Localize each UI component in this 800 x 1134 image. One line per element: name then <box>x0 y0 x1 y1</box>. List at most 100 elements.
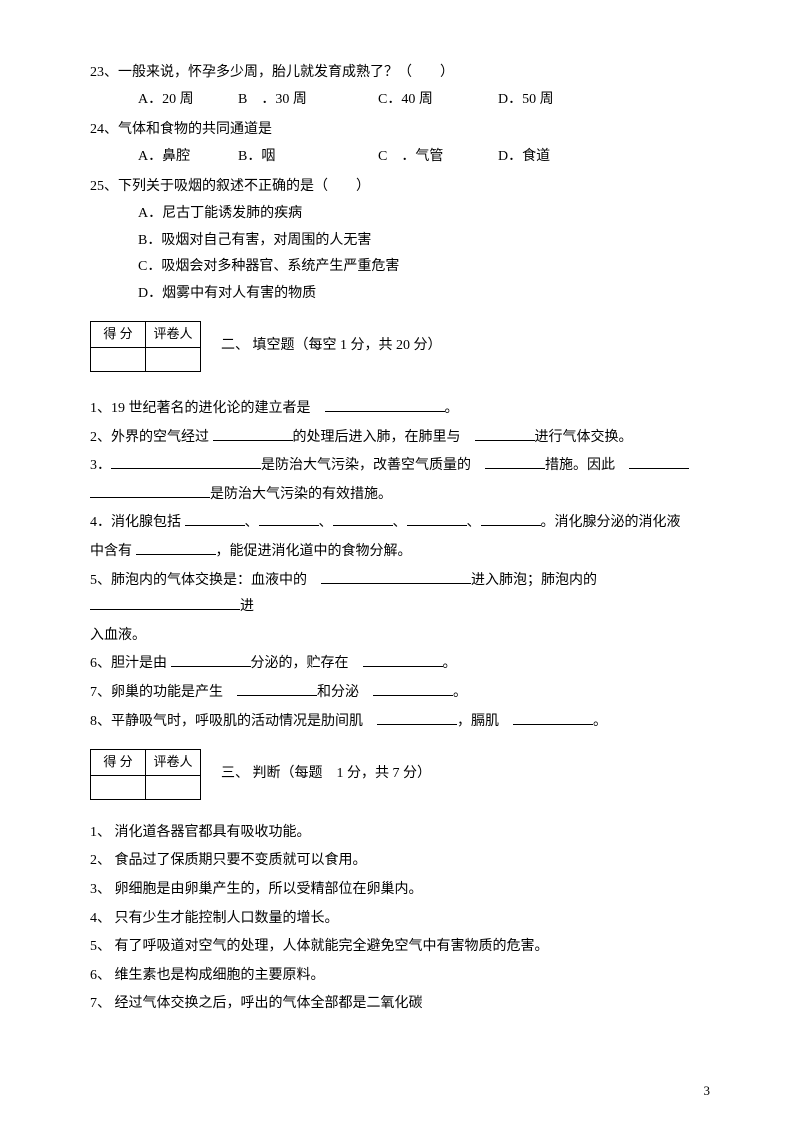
q25-text: 25、下列关于吸烟的叙述不正确的是（ ） <box>90 174 710 201</box>
q24-opt-d: D．食道 <box>498 144 550 171</box>
fill-3-cont: 是防治大气污染的有效措施。 <box>90 482 710 509</box>
f3-blank3 <box>629 468 689 469</box>
f4e: ，能促进消化道中的食物分解。 <box>216 544 412 559</box>
q25-opt-c: C．吸烟会对多种器官、系统产生严重危害 <box>90 254 710 281</box>
f7c: 。 <box>453 685 467 700</box>
f3d: 是防治大气污染的有效措施。 <box>210 487 392 502</box>
f4s2: 、 <box>319 515 333 530</box>
f1-blank <box>325 411 445 412</box>
fill-8: 8、平静吸气时，呼吸肌的活动情况是肋间肌 ，膈肌 。 <box>90 709 710 736</box>
judge-5: 5、 有了呼吸道对空气的处理，人体就能完全避免空气中有害物质的危害。 <box>90 934 710 961</box>
score-cell-2 <box>146 348 201 372</box>
fill-5: 5、肺泡内的气体交换是：血液中的 进入肺泡；肺泡内的 进 <box>90 568 710 621</box>
fill-1: 1、19 世纪著名的进化论的建立者是 。 <box>90 396 710 423</box>
question-24: 24、气体和食物的共同通道是 A．鼻腔 B．咽 C ．气管 D．食道 <box>90 117 710 170</box>
q25-opt-a: A．尼古丁能诱发肺的疾病 <box>90 201 710 228</box>
section-3-title: 三、 判断（每题 1 分，共 7 分） <box>221 761 431 788</box>
f3c: 措施。因此 <box>545 458 629 473</box>
f2b: 的处理后进入肺，在肺里与 <box>293 430 475 445</box>
f8a: 8、平静吸气时，呼吸肌的活动情况是肋间肌 <box>90 714 377 729</box>
score3-c1 <box>91 775 146 799</box>
q23-options: A．20 周 B ．30 周 C．40 周 D．50 周 <box>90 87 710 114</box>
f2-blank2 <box>475 440 535 441</box>
f2-blank1 <box>213 440 293 441</box>
judge-4: 4、 只有少生才能控制人口数量的增长。 <box>90 906 710 933</box>
f6-b1 <box>171 666 251 667</box>
q24-opt-c: C ．气管 <box>378 144 498 171</box>
judge-6: 6、 维生素也是构成细胞的主要原料。 <box>90 963 710 990</box>
f8-b1 <box>377 724 457 725</box>
fill-5-cont: 入血液。 <box>90 623 710 650</box>
q23-opt-d: D．50 周 <box>498 87 554 114</box>
score3-h2: 评卷人 <box>146 750 201 776</box>
q23-opt-b: B ．30 周 <box>238 87 378 114</box>
section-3-header: 得 分 评卷人 三、 判断（每题 1 分，共 7 分） <box>90 741 710 808</box>
f4s3: 、 <box>393 515 407 530</box>
q24-opt-a: A．鼻腔 <box>138 144 238 171</box>
f7a: 7、卵巢的功能是产生 <box>90 685 237 700</box>
f7b: 和分泌 <box>317 685 373 700</box>
f3-blank2 <box>485 468 545 469</box>
f8c: 。 <box>593 714 607 729</box>
score-cell-1 <box>91 348 146 372</box>
q24-opt-b: B．咽 <box>238 144 378 171</box>
f4-b2 <box>259 525 319 526</box>
f3-blank1 <box>111 468 261 469</box>
f5-b2 <box>90 609 240 610</box>
judge-7: 7、 经过气体交换之后，呼出的气体全部都是二氧化碳 <box>90 991 710 1018</box>
f6c: 。 <box>443 656 457 671</box>
score-table-3: 得 分 评卷人 <box>90 749 201 800</box>
fill-2: 2、外界的空气经过 的处理后进入肺，在肺里与 进行气体交换。 <box>90 425 710 452</box>
fill-3: 3． 是防治大气污染，改善空气质量的 措施。因此 <box>90 453 710 480</box>
page-number: 3 <box>704 1079 711 1104</box>
f3a: 3． <box>90 458 111 473</box>
f4a: 4．消化腺包括 <box>90 515 185 530</box>
score-header-2: 评卷人 <box>146 322 201 348</box>
f7-b1 <box>237 695 317 696</box>
question-25: 25、下列关于吸烟的叙述不正确的是（ ） A．尼古丁能诱发肺的疾病 B．吸烟对自… <box>90 174 710 307</box>
q23-opt-c: C．40 周 <box>378 87 498 114</box>
f6b: 分泌的，贮存在 <box>251 656 363 671</box>
f4s4: 、 <box>467 515 481 530</box>
f5-b1 <box>321 583 471 584</box>
f4-b4 <box>407 525 467 526</box>
q25-opt-b: B．吸烟对自己有害，对周围的人无害 <box>90 228 710 255</box>
section-2-title: 二、 填空题（每空 1 分，共 20 分） <box>221 333 442 360</box>
q24-text: 24、气体和食物的共同通道是 <box>90 117 710 144</box>
score3-h1: 得 分 <box>91 750 146 776</box>
fill-4: 4．消化腺包括 、 、 、 、 。消化腺分泌的消化液 <box>90 510 710 537</box>
f7-b2 <box>373 695 453 696</box>
f4-b1 <box>185 525 245 526</box>
question-23: 23、一般来说，怀孕多少周，胎儿就发育成熟了？（ ） A．20 周 B ．30 … <box>90 60 710 113</box>
f5c: 进 <box>240 599 254 614</box>
q23-text: 23、一般来说，怀孕多少周，胎儿就发育成熟了？（ ） <box>90 60 710 87</box>
score-table-2: 得 分 评卷人 <box>90 321 201 372</box>
judge-2: 2、 食品过了保质期只要不变质就可以食用。 <box>90 848 710 875</box>
f1-end: 。 <box>445 401 459 416</box>
q23-opt-a: A．20 周 <box>138 87 238 114</box>
f8-b2 <box>513 724 593 725</box>
f5a: 5、肺泡内的气体交换是：血液中的 <box>90 573 321 588</box>
judge-1: 1、 消化道各器官都具有吸收功能。 <box>90 820 710 847</box>
score-header-1: 得 分 <box>91 322 146 348</box>
f6a: 6、胆汁是由 <box>90 656 171 671</box>
f2c: 进行气体交换。 <box>535 430 633 445</box>
f6-b2 <box>363 666 443 667</box>
judge-3: 3、 卵细胞是由卵巢产生的，所以受精部位在卵巢内。 <box>90 877 710 904</box>
f5d: 入血液。 <box>90 628 146 643</box>
f4-b6 <box>136 554 216 555</box>
f4-b3 <box>333 525 393 526</box>
f3-blank4 <box>90 497 210 498</box>
f8b: ，膈肌 <box>457 714 513 729</box>
section-2-header: 得 分 评卷人 二、 填空题（每空 1 分，共 20 分） <box>90 313 710 380</box>
f4s1: 、 <box>245 515 259 530</box>
f4c: 。消化腺分泌的消化液 <box>541 515 681 530</box>
f4d: 中含有 <box>90 544 136 559</box>
q25-opt-d: D．烟雾中有对人有害的物质 <box>90 281 710 308</box>
f1-text: 1、19 世纪著名的进化论的建立者是 <box>90 401 325 416</box>
f4-b5 <box>481 525 541 526</box>
score3-c2 <box>146 775 201 799</box>
fill-6: 6、胆汁是由 分泌的，贮存在 。 <box>90 651 710 678</box>
f5b: 进入肺泡；肺泡内的 <box>471 573 611 588</box>
f3b: 是防治大气污染，改善空气质量的 <box>261 458 485 473</box>
